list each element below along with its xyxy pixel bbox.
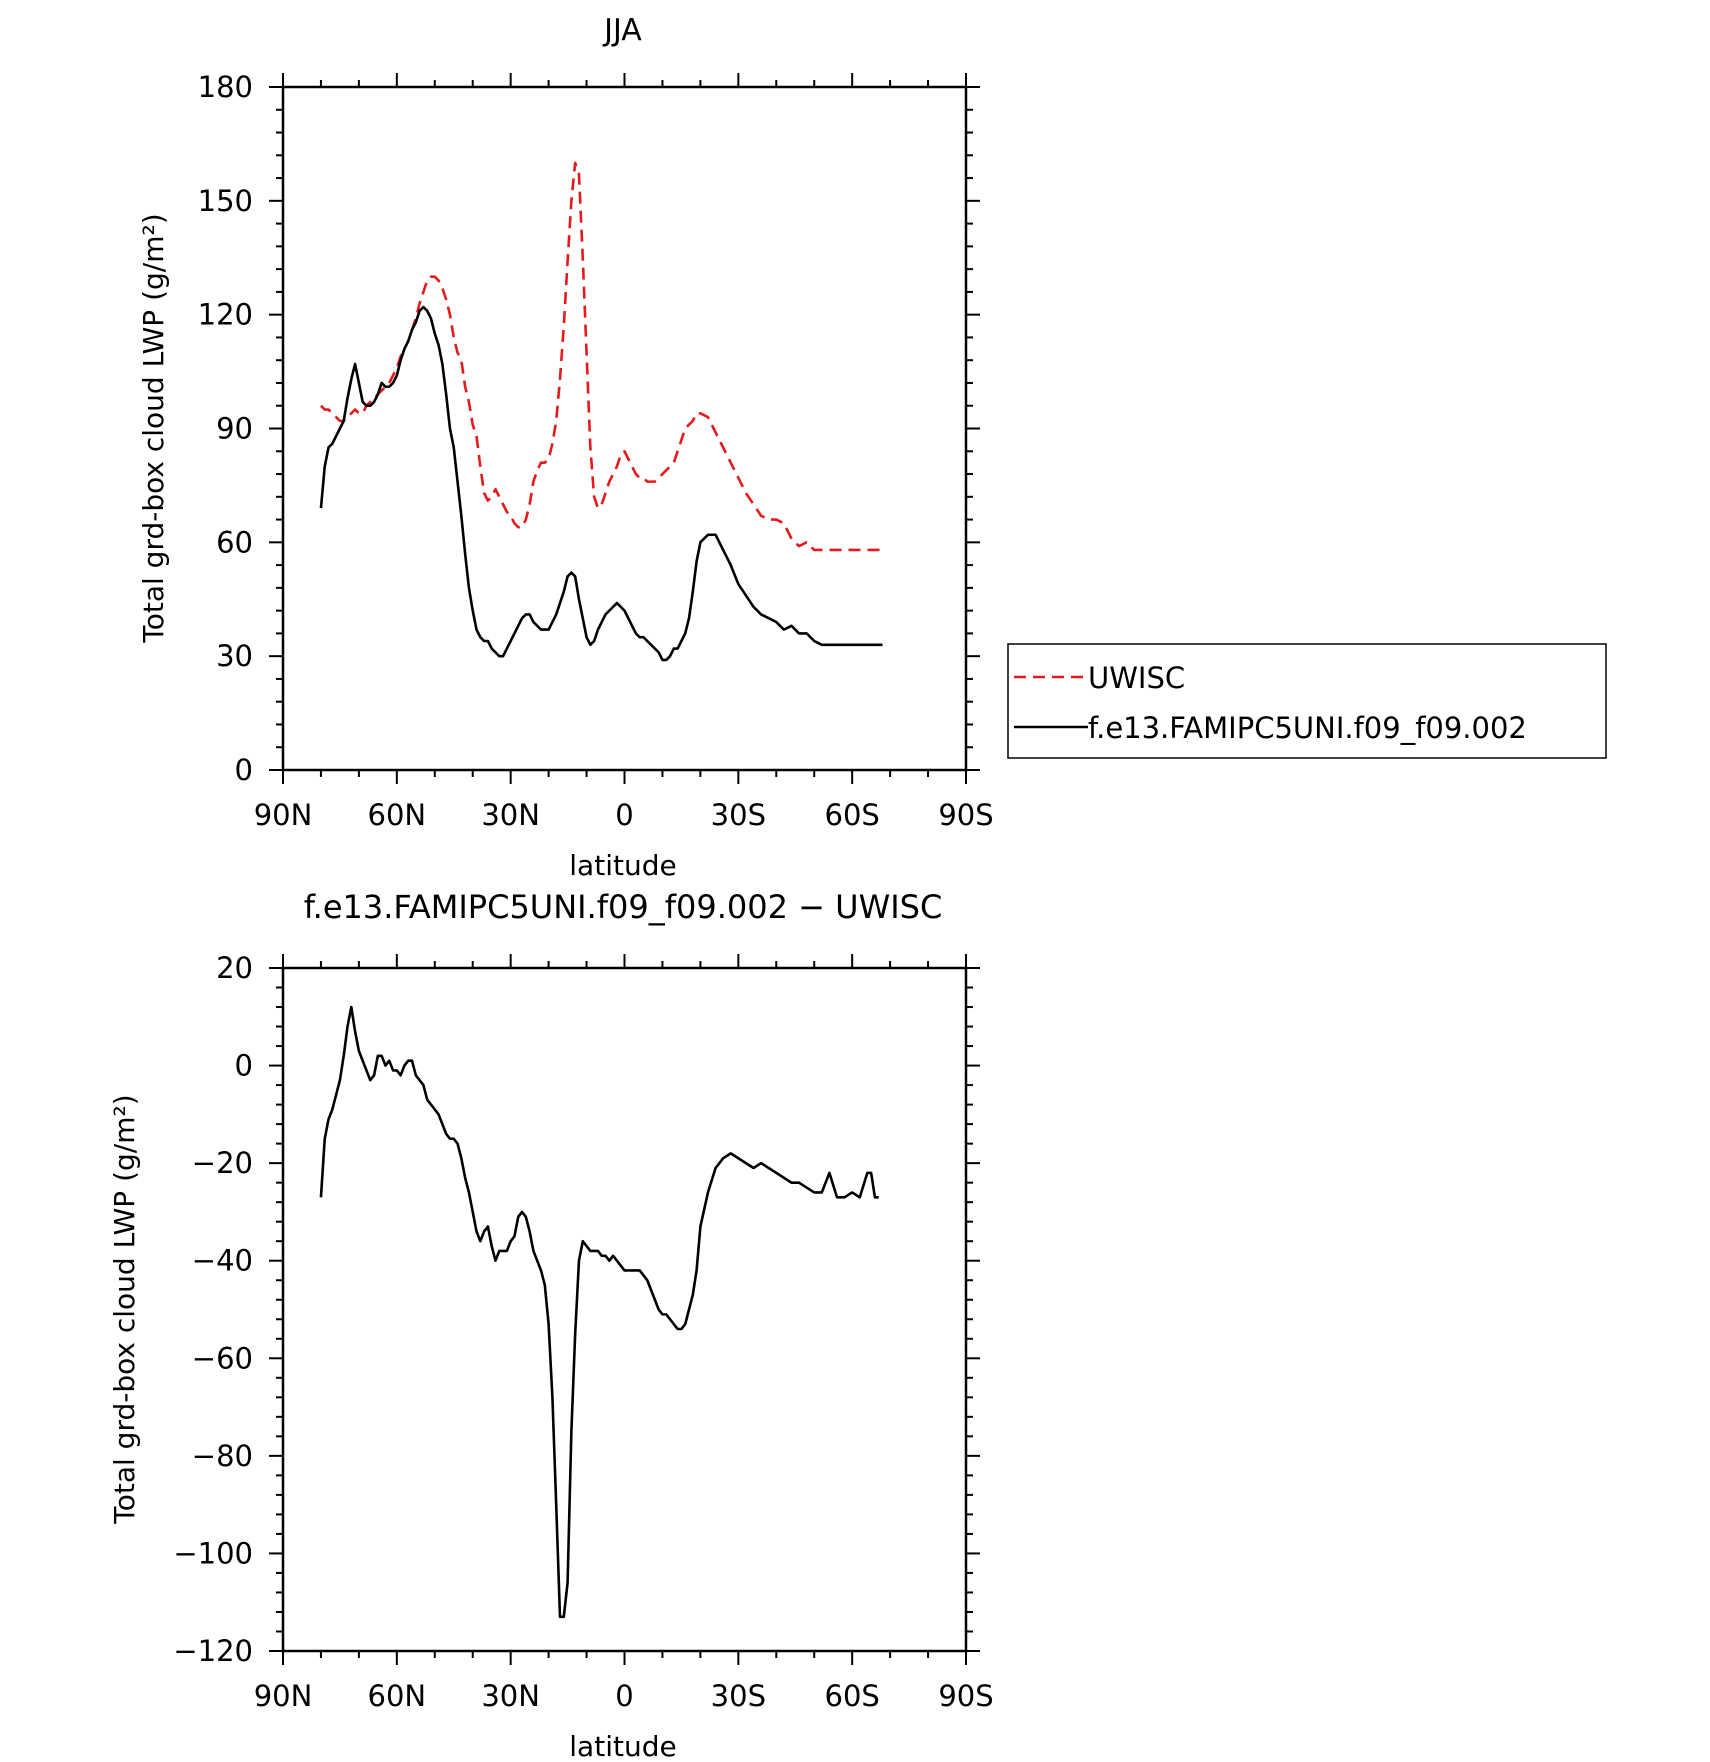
legend-label-uwisc: UWISC <box>1088 661 1185 695</box>
top-x-tick-labels: 90N 60N 30N 0 30S 60S 90S <box>254 798 994 832</box>
y-tick-label: 90 <box>216 412 253 446</box>
legend: UWISC f.e13.FAMIPC5UNI.f09_f09.002 <box>1007 643 1607 759</box>
bottom-x-axis-label: latitude <box>569 1730 676 1762</box>
y-tick-label: 180 <box>198 70 253 104</box>
y-tick-label: 30 <box>216 639 253 673</box>
y-tick-label: 120 <box>198 298 253 332</box>
top-y-tick-labels: 0 30 60 90 120 150 180 <box>198 70 253 787</box>
bottom-chart-title: f.e13.FAMIPC5UNI.f09_f09.002 − UWISC <box>304 888 943 926</box>
y-tick-label: −40 <box>192 1244 253 1278</box>
x-tick-label: 0 <box>615 798 633 832</box>
x-tick-label: 30N <box>481 1679 540 1713</box>
y-tick-label: 20 <box>216 951 253 985</box>
top-chart-title: JJA <box>602 13 642 48</box>
top-plot-frame <box>281 85 968 772</box>
bottom-panel: f.e13.FAMIPC5UNI.f09_f09.002 − UWISC 90N… <box>108 888 994 1762</box>
x-tick-label: 60N <box>368 1679 427 1713</box>
top-series-group <box>319 161 883 662</box>
y-tick-label: −120 <box>173 1634 253 1668</box>
y-tick-label: −20 <box>192 1146 253 1180</box>
y-tick-label: 60 <box>216 525 253 559</box>
bottom-plot-frame <box>281 966 968 1653</box>
x-tick-label: 60S <box>825 1679 880 1713</box>
x-tick-label: 90N <box>254 798 313 832</box>
bottom-y-tick-labels: 20 0 −20 −40 −60 −80 −100 −120 <box>173 951 253 1668</box>
x-tick-label: 90S <box>938 798 993 832</box>
top-panel: JJA 90N 60N 30N 0 30S 60S 90S 0 30 60 90 120 150 180… <box>137 13 994 882</box>
y-tick-label: −80 <box>192 1439 253 1473</box>
y-tick-label: 0 <box>235 753 253 787</box>
y-tick-label: 0 <box>235 1049 253 1083</box>
y-tick-label: −100 <box>173 1536 253 1570</box>
legend-label-model: f.e13.FAMIPC5UNI.f09_f09.002 <box>1088 711 1527 745</box>
legend-box <box>1007 643 1607 759</box>
top-y-axis-label: Total grd-box cloud LWP (g/m²) <box>137 213 170 643</box>
x-tick-label: 30S <box>711 1679 766 1713</box>
y-tick-label: 150 <box>198 184 253 218</box>
x-tick-label: 60S <box>825 798 880 832</box>
top-x-axis-label: latitude <box>569 849 676 882</box>
x-tick-label: 0 <box>615 1679 633 1713</box>
x-tick-label: 30S <box>711 798 766 832</box>
bottom-series-group <box>319 1005 879 1619</box>
difference-series-line <box>319 1005 879 1619</box>
x-tick-label: 60N <box>368 798 427 832</box>
bottom-y-axis-label: Total grd-box cloud LWP (g/m²) <box>108 1094 141 1524</box>
x-tick-label: 30N <box>481 798 540 832</box>
bottom-x-tick-labels: 90N 60N 30N 0 30S 60S 90S <box>254 1679 994 1713</box>
x-tick-label: 90S <box>938 1679 993 1713</box>
x-tick-label: 90N <box>254 1679 313 1713</box>
series-line-f-e13-famipc5uni-f09-f09-002 <box>319 305 883 662</box>
y-tick-label: −60 <box>192 1341 253 1375</box>
